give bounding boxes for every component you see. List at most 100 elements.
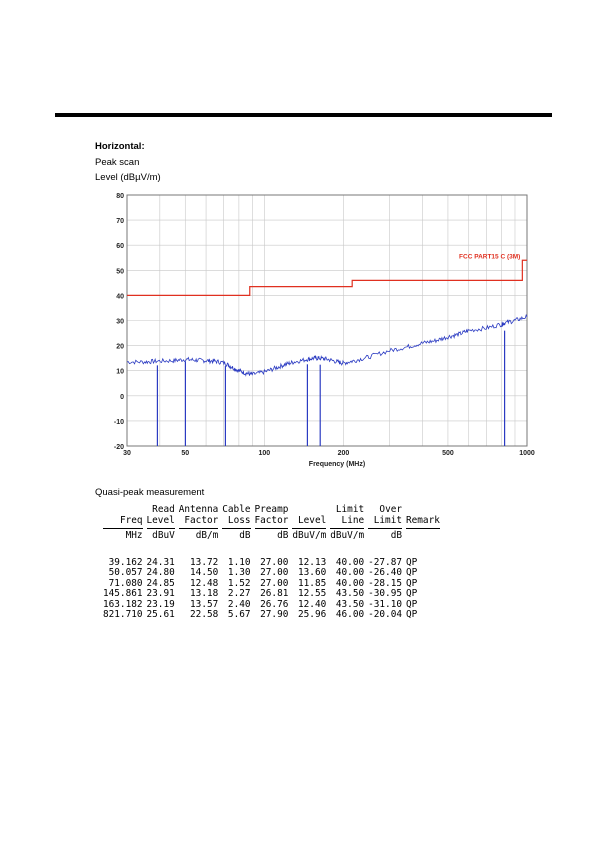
table-cell <box>402 526 440 558</box>
table-cell: 24.31 <box>146 556 175 568</box>
table-cell: 24.80 <box>146 567 175 578</box>
table-cell: Factor <box>254 514 289 526</box>
table-cell: 46.00 <box>335 609 365 620</box>
table-cell: 40.00 <box>335 567 365 578</box>
plot-frame <box>126 194 528 447</box>
x-axis-title: Frequency (MHz) <box>309 461 365 468</box>
table-cell: 71.080 <box>108 577 143 589</box>
table-cell: 13.57 <box>190 598 219 610</box>
table-cell: 1.30 <box>227 567 251 578</box>
table-cell: 11.85 <box>298 577 327 589</box>
limit-line <box>127 259 527 297</box>
unit-label <box>406 528 440 542</box>
table-cell: dBuV/m <box>288 526 327 558</box>
x-tick-label: 200 <box>338 450 350 457</box>
table-cell: -30.95 <box>368 588 402 599</box>
limit-label: FCC PART15 C (3M) <box>459 253 520 260</box>
table-cell: Freq <box>119 514 143 526</box>
table-cell: Line <box>341 514 365 526</box>
table-cell: dB <box>364 526 402 558</box>
qp-label: Quasi-peak measurement <box>95 487 205 498</box>
table-cell: 27.00 <box>260 567 289 578</box>
table-cell: 163.182 <box>103 598 143 610</box>
table-row: 163.182 23.19 13.57 2.40 26.76 12.40 43.50 -31.… <box>103 598 440 611</box>
table-cell: 1.52 <box>227 577 251 589</box>
table-cell: Cable <box>222 504 251 515</box>
table-cell: 40.00 <box>335 556 365 568</box>
table-cell: 50.057 <box>108 567 143 578</box>
table-cell: 12.48 <box>190 577 219 589</box>
table-cell: QP <box>406 556 418 568</box>
table-cell: 145.861 <box>103 588 143 599</box>
unit-label: dBuV/m <box>292 528 327 541</box>
table-cell: QP <box>406 588 418 599</box>
table-cell: Level <box>298 514 327 526</box>
y-tick-label: 10 <box>116 369 124 376</box>
table-cell: 27.90 <box>260 609 289 620</box>
table-header-row: Read Antenna Cable Preamp Limit Over <box>103 504 440 516</box>
table-cell: Factor <box>184 514 219 526</box>
table-cell: 23.19 <box>146 598 175 610</box>
table-cell: Antenna <box>178 504 219 515</box>
table-cell: -26.40 <box>368 567 402 578</box>
table-header-row: Freq Level Factor Loss Factor Level Line Limit R… <box>103 514 440 527</box>
section-heading: Horizontal: <box>95 141 145 152</box>
unit-label: MHz <box>103 528 143 542</box>
table-row: 71.080 24.85 12.48 1.52 27.00 11.85 40.00 -28.1… <box>103 577 440 590</box>
table-cell: dB/m <box>175 526 219 558</box>
table-cell <box>288 505 326 516</box>
table-cell: 40.00 <box>335 577 365 589</box>
table-cell: 25.61 <box>146 609 175 620</box>
y-tick-label: 40 <box>116 293 124 300</box>
table-row: 50.057 24.80 14.50 1.30 27.00 13.60 40.00 -26.4… <box>103 567 440 579</box>
table-cell: Level <box>146 514 175 526</box>
x-tick-label: 30 <box>123 450 131 457</box>
table-units-row: MHz dBuV dB/m dB dB dBuV/m dBuV/m dB <box>103 526 440 558</box>
table-cell: 25.96 <box>298 609 327 620</box>
table-cell: 27.00 <box>260 577 289 589</box>
y-tick-label: 20 <box>116 344 124 351</box>
table-cell: dBuV <box>143 526 175 558</box>
y-tick-label: -20 <box>114 444 124 451</box>
y-tick-label: -10 <box>114 419 124 426</box>
table-cell <box>402 505 440 516</box>
y-tick-label: 80 <box>116 193 124 200</box>
table-cell: dB <box>251 526 289 558</box>
unit-label: dBuV <box>146 528 175 542</box>
table-cell: QP <box>406 598 418 610</box>
unit-label: dB/m <box>178 528 219 542</box>
table-cell: 12.55 <box>298 588 327 599</box>
y-axis-title: Level (dBµV/m) <box>95 172 161 183</box>
table-cell: Over <box>379 504 402 515</box>
top-rule <box>55 113 552 117</box>
table-row: 39.162 24.31 13.72 1.10 27.00 12.13 40.00 -27.8… <box>103 556 440 569</box>
y-tick-label: 50 <box>116 268 124 275</box>
table-cell: 23.91 <box>146 588 175 599</box>
table-cell: 43.50 <box>335 598 365 610</box>
y-tick-label: 60 <box>116 243 124 250</box>
table-cell: 13.18 <box>190 588 219 599</box>
table-cell: QP <box>406 577 418 589</box>
table-cell: 26.76 <box>260 598 289 610</box>
unit-label: dBuV/m <box>330 528 365 541</box>
x-tick-label: 1000 <box>519 450 535 457</box>
table-cell: 12.40 <box>298 598 327 610</box>
table-cell: QP <box>406 567 418 578</box>
x-tick-label: 500 <box>442 450 454 457</box>
peak-trace <box>126 314 528 377</box>
measurement-table: Read Antenna Cable Preamp Limit Over Freq Level… <box>103 504 440 621</box>
y-tick-label: 30 <box>116 319 124 326</box>
table-cell: 2.27 <box>227 588 251 599</box>
table-cell: 24.85 <box>146 577 175 589</box>
table-row: 145.861 23.91 13.18 2.27 26.81 12.55 43.50 -30.… <box>103 588 440 600</box>
table-cell: Remark <box>406 514 440 526</box>
table-cell: 12.13 <box>298 556 327 568</box>
table-cell: 39.162 <box>108 556 143 568</box>
table-cell: 26.81 <box>260 588 289 599</box>
table-cell: 27.00 <box>260 556 289 568</box>
table-cell: 13.72 <box>190 556 219 568</box>
table-cell: Preamp <box>254 504 289 515</box>
unit-label: dB <box>254 528 289 542</box>
emission-chart: -20 -10 0 10 20 30 40 50 60 70 80 30 50 100 200 500 1000… <box>114 193 535 468</box>
y-tick-label: 0 <box>120 394 124 401</box>
